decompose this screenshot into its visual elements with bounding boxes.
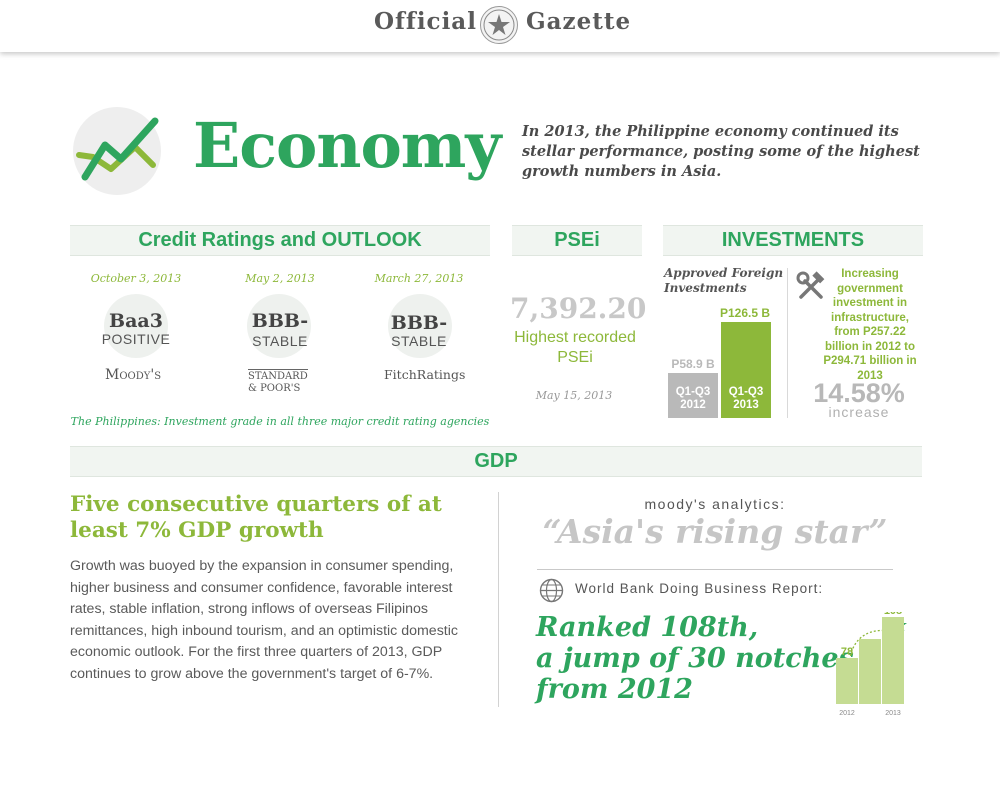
- credit-note: The Philippines: Investment grade in all…: [70, 415, 490, 428]
- trend-line-icon: [73, 107, 161, 195]
- credit-heading: Credit Ratings and OUTLOOK: [70, 225, 490, 256]
- rating-outlook: STABLE: [252, 333, 308, 349]
- rating-badge: [388, 294, 452, 358]
- investments-title: Approved Foreign Investments: [664, 266, 784, 295]
- ranking-year-label: 2013: [885, 710, 901, 717]
- quote: “Asia's rising star”: [542, 512, 888, 551]
- investments-heading: INVESTMENTS: [663, 225, 923, 256]
- psei-date: May 15, 2013: [535, 389, 613, 402]
- rating-badge: [104, 294, 168, 358]
- brand-gazette: Gazette: [526, 8, 632, 35]
- top-bar: Official Gazette: [0, 0, 1000, 52]
- world-bank-label: World Bank Doing Business Report:: [575, 581, 824, 596]
- gdp-heading: GDP: [70, 446, 922, 477]
- sp-logo-line1: STANDARD: [248, 369, 308, 382]
- sp-logo: STANDARD & POOR'S: [248, 369, 308, 395]
- rating-date-moodys: October 3, 2013: [90, 272, 182, 285]
- rating-badge: [247, 294, 311, 358]
- rating-grade: BBB-: [390, 312, 448, 334]
- investment-bar: Q1-Q3 2012: [668, 373, 718, 418]
- fitch-logo: FitchRatings: [384, 367, 466, 382]
- investment-bar: Q1-Q3 2013: [721, 322, 771, 418]
- increase-percent: 14.58%: [813, 378, 905, 408]
- divider: [498, 492, 499, 707]
- ranked-text: Ranked 108th, a jump of 30 notches from …: [536, 612, 856, 705]
- infrastructure-text: Increasing government investment in infr…: [823, 268, 917, 382]
- bar-value-label: P58.9 B: [671, 357, 715, 371]
- bar-value-label: P126.5 B: [719, 306, 771, 320]
- ranking-year-label: 2012: [839, 710, 855, 717]
- psei-value: 7,392.20: [510, 292, 647, 325]
- rating-grade: Baa3: [109, 310, 163, 332]
- ranking-bar: [859, 639, 881, 704]
- psei-description: Highest recorded PSEi: [514, 329, 636, 366]
- ranking-mini-chart: 78 2012 108 2013: [830, 605, 920, 722]
- rating-outlook: POSITIVE: [101, 331, 171, 347]
- psei-heading: PSEi: [512, 225, 642, 256]
- rating-date-fitch: March 27, 2013: [374, 272, 464, 285]
- bar-label-line2: 2012: [680, 399, 706, 411]
- rating-outlook: STABLE: [391, 333, 447, 349]
- ranking-value-label: 78: [841, 646, 853, 658]
- sp-logo-line2: & POOR'S: [248, 383, 301, 394]
- hammer-wrench-icon: [796, 271, 826, 301]
- intro-text: In 2013, the Philippine economy continue…: [522, 123, 920, 180]
- divider: [787, 268, 788, 418]
- rating-date-sp: May 2, 2013: [245, 272, 315, 285]
- gdp-body: Growth was buoyed by the expansion in co…: [70, 558, 458, 682]
- seal-icon: [480, 6, 518, 44]
- bar-label-line2: 2013: [733, 399, 759, 411]
- divider: [537, 569, 893, 570]
- ranking-value-label: 108: [884, 612, 902, 617]
- ranked-line: a jump of 30 notches: [536, 643, 854, 674]
- ranked-line: Ranked 108th,: [536, 612, 759, 643]
- increase-label: increase: [828, 404, 890, 420]
- globe-icon: [539, 578, 564, 603]
- brand-official: Official: [374, 8, 477, 35]
- ranking-bar: [882, 617, 904, 704]
- gdp-headline: Five consecutive quarters of at least 7%…: [70, 492, 442, 543]
- ranking-bar: [836, 658, 858, 704]
- ranked-line: from 2012: [536, 674, 693, 705]
- page-title: Economy: [193, 109, 501, 182]
- bar-label-line1: Q1-Q3: [728, 386, 764, 398]
- moodys-analytics-label: moody's analytics:: [644, 496, 786, 512]
- bar-label-line1: Q1-Q3: [675, 386, 711, 398]
- moodys-logo: Moody's: [105, 367, 162, 383]
- rating-grade: BBB-: [251, 310, 309, 332]
